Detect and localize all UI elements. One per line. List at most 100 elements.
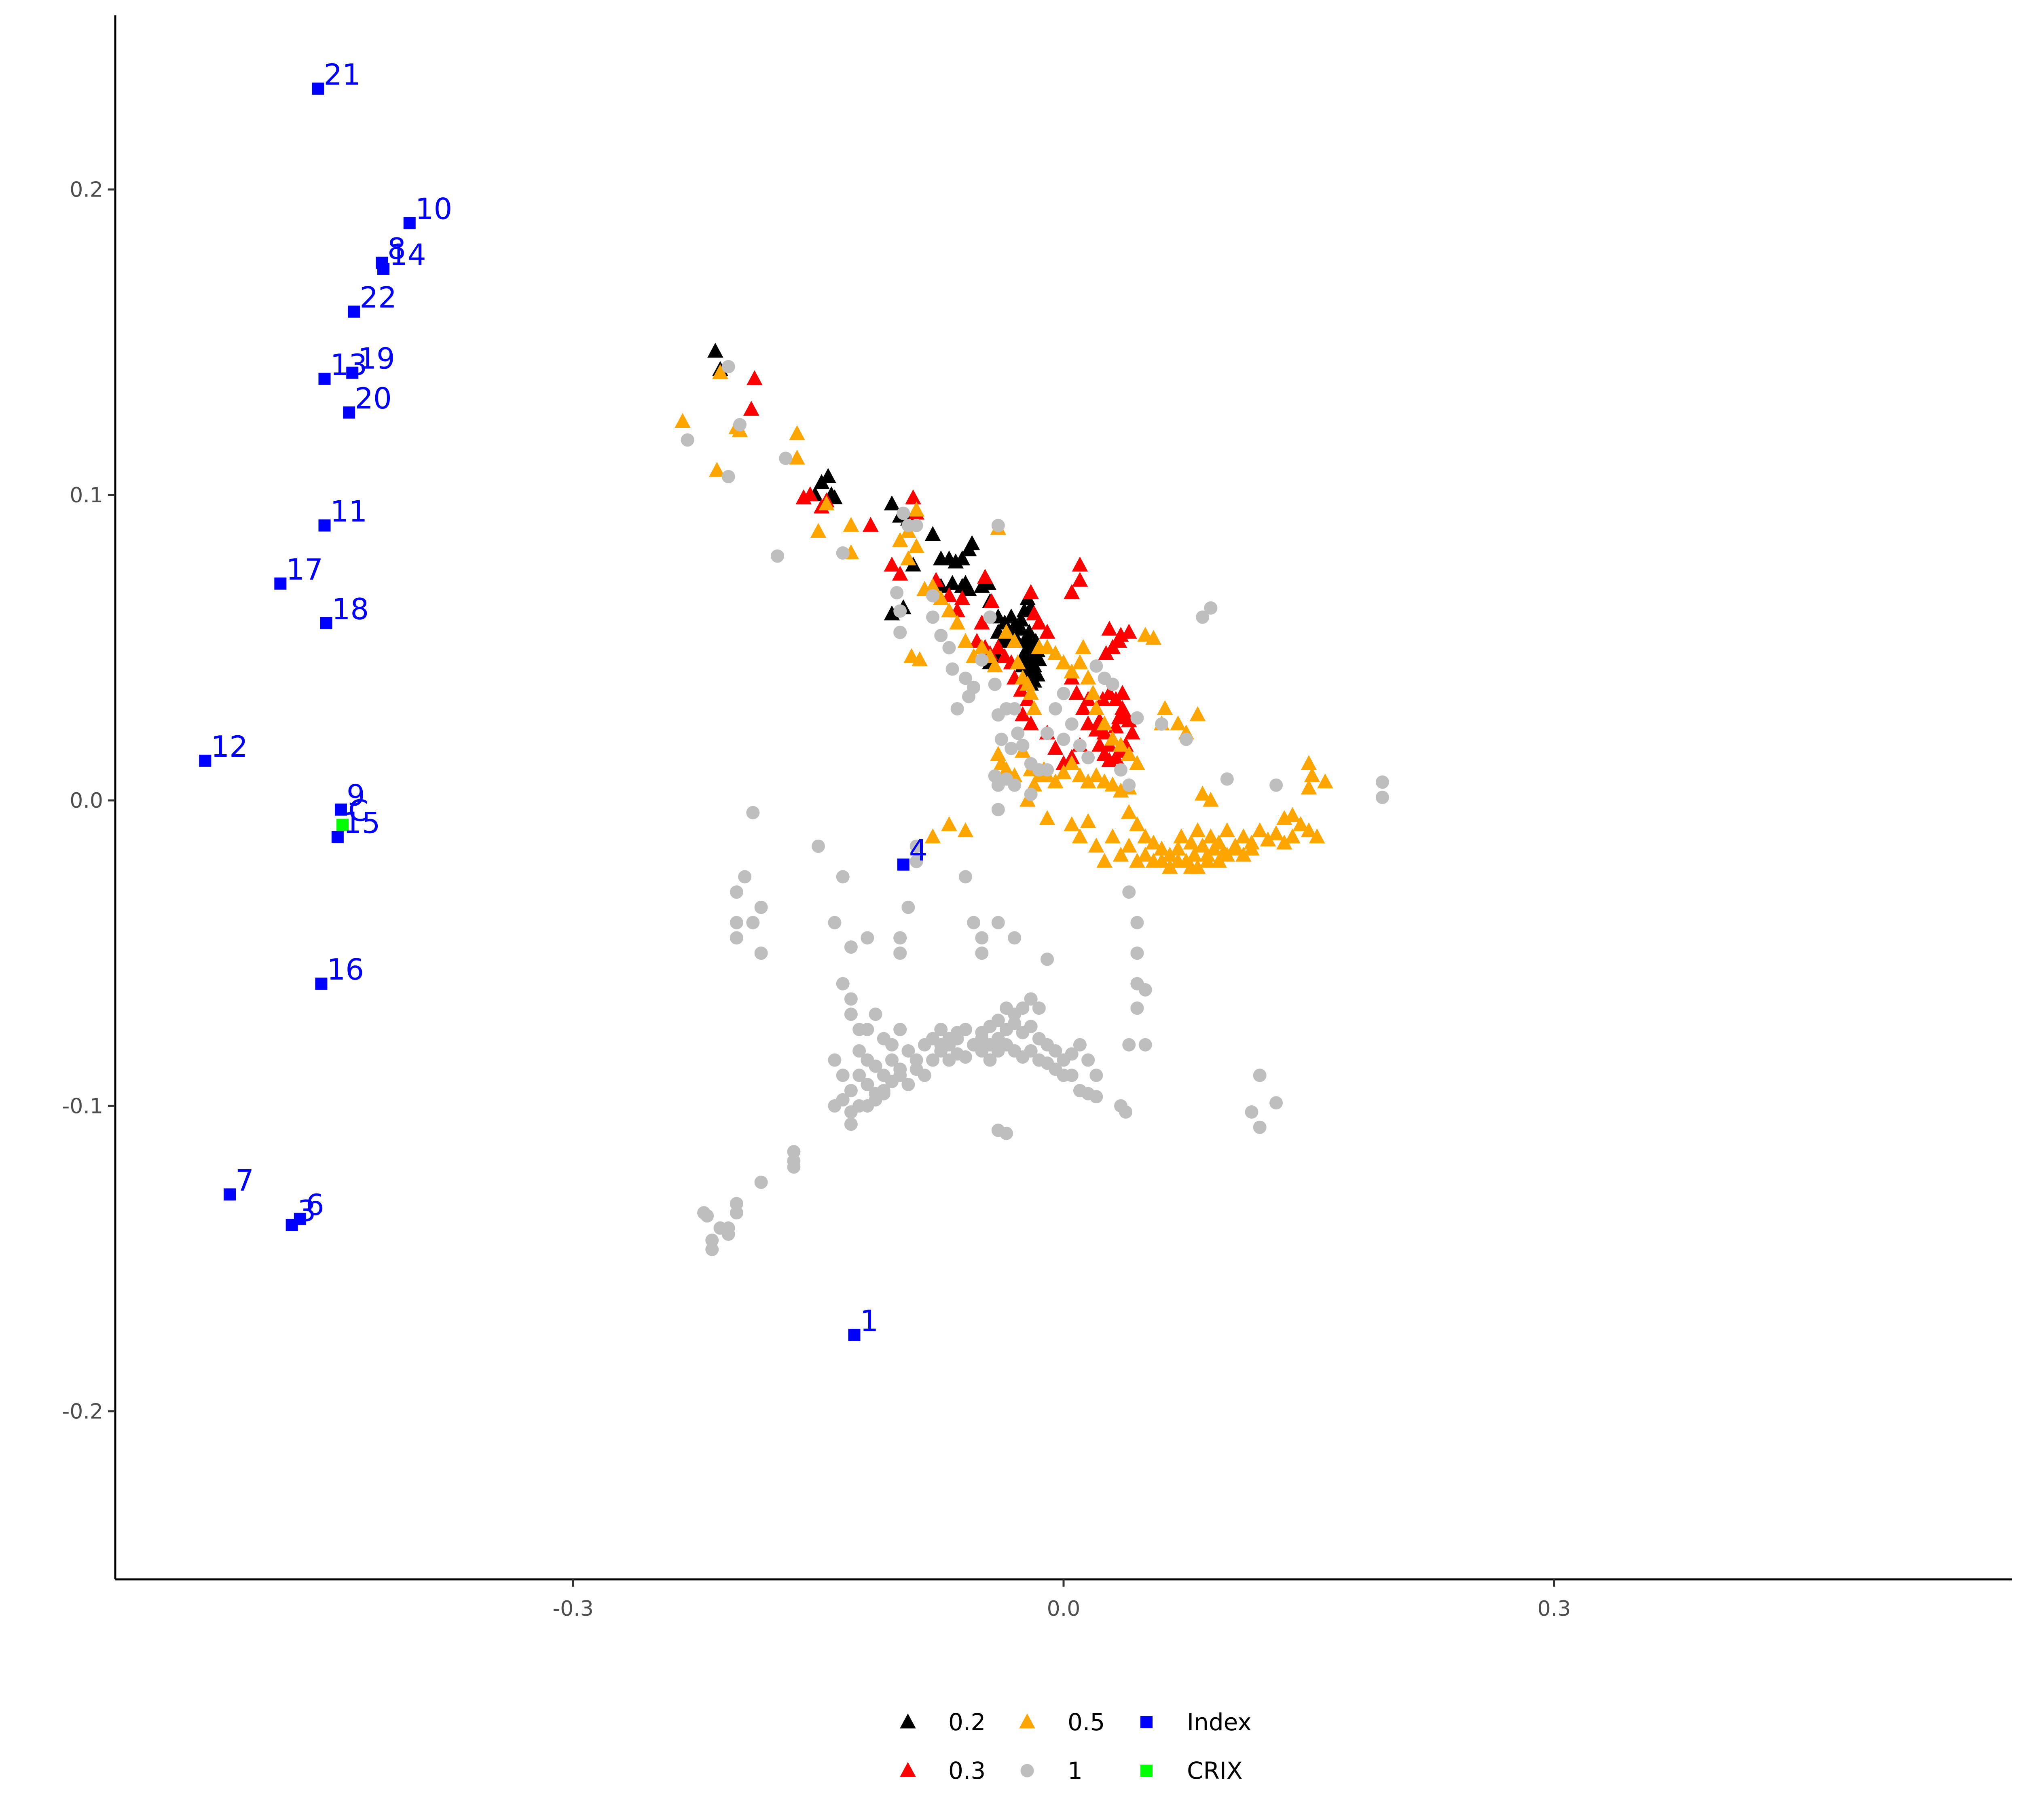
data-point: [942, 641, 956, 654]
series-crix: [336, 819, 349, 831]
data-point: [1145, 834, 1162, 850]
data-point: [1269, 778, 1283, 792]
data-point: [1055, 764, 1072, 779]
data-point: [1276, 810, 1292, 825]
data-point: [1304, 767, 1320, 783]
data-point: [909, 855, 923, 868]
data-point: [1317, 773, 1333, 789]
data-point: [274, 577, 287, 590]
legend-item: 0.3: [900, 1757, 986, 1784]
data-point: [315, 978, 328, 990]
data-point: [730, 1206, 743, 1220]
data-point: [1220, 772, 1234, 786]
data-point: [905, 489, 921, 504]
data-point: [1096, 853, 1113, 868]
data-point: [1047, 773, 1064, 789]
data-point: [712, 364, 728, 379]
data-point: [861, 1077, 874, 1091]
legend-item: 0.5: [1019, 1708, 1105, 1736]
data-point: [869, 1007, 882, 1021]
data-point: [1121, 624, 1137, 639]
data-point: [1170, 840, 1186, 856]
data-point: [960, 581, 977, 596]
data-point: [949, 614, 965, 630]
data-point: [812, 839, 825, 853]
data-point: [754, 946, 768, 960]
data-point: [331, 831, 344, 843]
data-point: [1121, 746, 1137, 761]
data-point: [1023, 584, 1039, 599]
data-point: [700, 1209, 714, 1223]
data-point: [1041, 726, 1054, 740]
data-point: [818, 495, 835, 510]
data-point: [893, 604, 907, 618]
data-point: [224, 1188, 236, 1201]
point-label: 11: [330, 494, 368, 528]
y-tick-label: -0.1: [62, 1094, 103, 1118]
data-point: [991, 1032, 1005, 1045]
data-point: [1072, 654, 1088, 669]
point-label: 16: [327, 952, 364, 986]
data-point: [318, 519, 331, 532]
data-point: [1049, 1044, 1062, 1058]
data-point: [994, 732, 1008, 746]
data-point: [1075, 639, 1091, 654]
data-point: [1041, 952, 1054, 966]
data-point: [958, 870, 972, 884]
data-point: [983, 610, 997, 624]
data-point: [1129, 853, 1145, 868]
data-point: [1006, 633, 1023, 648]
data-point: [893, 626, 907, 639]
data-point: [1183, 834, 1199, 850]
data-point: [1032, 1001, 1046, 1015]
data-point: [1041, 763, 1054, 777]
data-point: [1106, 677, 1119, 691]
data-point: [1122, 1038, 1136, 1052]
data-point: [843, 516, 859, 532]
data-point: [1114, 685, 1131, 700]
data-point: [1081, 1053, 1095, 1067]
data-point: [893, 1023, 907, 1037]
point-label: 1: [860, 1304, 878, 1338]
data-point: [1024, 1044, 1038, 1058]
data-point: [1072, 828, 1088, 844]
data-point: [343, 406, 355, 419]
data-point: [1170, 853, 1186, 868]
data-point: [1088, 837, 1104, 853]
data-point: [1075, 700, 1091, 715]
data-point: [893, 946, 907, 960]
data-point: [1024, 1020, 1038, 1033]
data-point: [1072, 571, 1088, 587]
data-point: [924, 828, 941, 844]
data-point: [890, 586, 904, 599]
data-point: [967, 916, 981, 929]
data-point: [294, 1213, 306, 1225]
data-point: [1057, 687, 1070, 700]
data-point: [721, 360, 735, 374]
data-point: [991, 518, 1005, 532]
data-point: [754, 1175, 768, 1189]
data-point: [1016, 739, 1030, 752]
data-point: [1072, 557, 1088, 572]
data-point: [918, 1069, 931, 1082]
y-tick-label: 0.1: [70, 483, 103, 508]
data-point: [730, 1197, 743, 1211]
data-point: [1309, 828, 1325, 844]
legend-key: [1140, 1716, 1153, 1728]
point-label: 9: [347, 779, 365, 813]
data-point: [336, 819, 349, 831]
data-point: [681, 433, 694, 447]
legend-label: 1: [1068, 1757, 1083, 1784]
data-point: [933, 590, 949, 605]
data-point: [901, 900, 915, 914]
y-tick-label: 0.2: [70, 178, 103, 202]
data-point: [1104, 730, 1121, 746]
data-point: [848, 1329, 861, 1341]
data-point: [675, 413, 691, 428]
data-point: [975, 946, 989, 960]
axes: -0.3 0.0 0.3 0.2 0.1 0.0 -0.1 -0.2: [62, 15, 2012, 1621]
data-point: [1129, 816, 1145, 831]
data-point: [998, 624, 1015, 639]
data-point: [983, 1053, 997, 1067]
